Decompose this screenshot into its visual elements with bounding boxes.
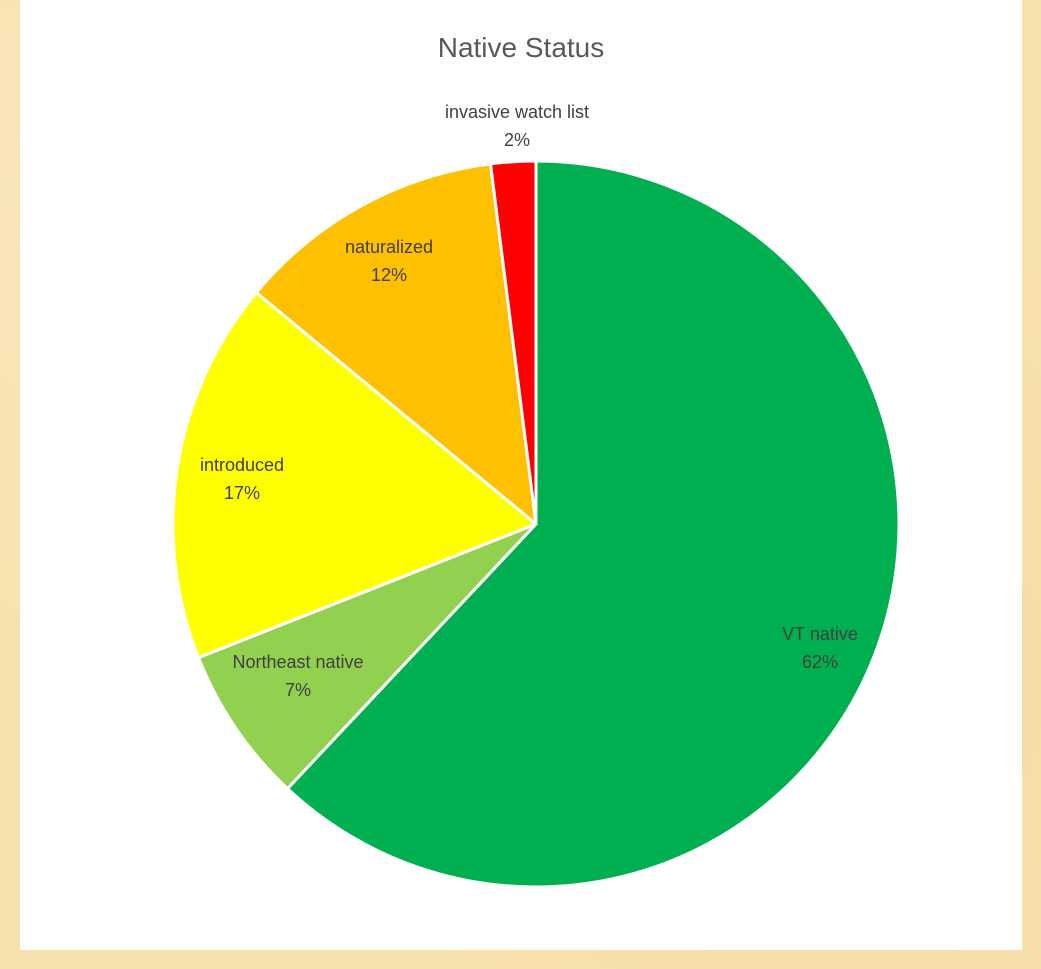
data-label-value: 7% xyxy=(285,680,311,700)
data-label-category: invasive watch list xyxy=(445,102,589,122)
pie-chart: VT native 62% Northeast native 7% introduced… xyxy=(171,102,901,889)
pie-labels: VT native 62% Northeast native 7% introduced… xyxy=(200,102,858,700)
pie-slice-naturalized xyxy=(254,162,538,526)
data-label-value: 17% xyxy=(224,483,260,503)
data-label-value: 62% xyxy=(802,652,838,672)
pie-slice-northeast-native xyxy=(196,522,538,791)
pie-slices xyxy=(171,159,901,889)
data-label-introduced: introduced 17% xyxy=(200,455,284,503)
data-label-category: VT native xyxy=(782,624,858,644)
pie-slice-invasive-watch-list xyxy=(489,159,538,526)
data-label-naturalized: naturalized 12% xyxy=(345,237,433,285)
chart-area: Native Status VT native 62% Northeast nati… xyxy=(20,0,1022,950)
data-label-category: Northeast native xyxy=(232,652,363,672)
data-label-category: introduced xyxy=(200,455,284,475)
data-label-value: 12% xyxy=(371,265,407,285)
data-label-invasive-watch-list: invasive watch list 2% xyxy=(445,102,589,150)
data-label-vt-native: VT native 62% xyxy=(782,624,858,672)
chart-title: Native Status xyxy=(437,32,605,63)
data-label-category: naturalized xyxy=(345,237,433,257)
data-label-value: 2% xyxy=(504,130,530,150)
data-label-northeast-native: Northeast native 7% xyxy=(232,652,363,700)
pie-slice-vt-native xyxy=(286,159,901,889)
pie-slice-introduced xyxy=(171,291,538,660)
